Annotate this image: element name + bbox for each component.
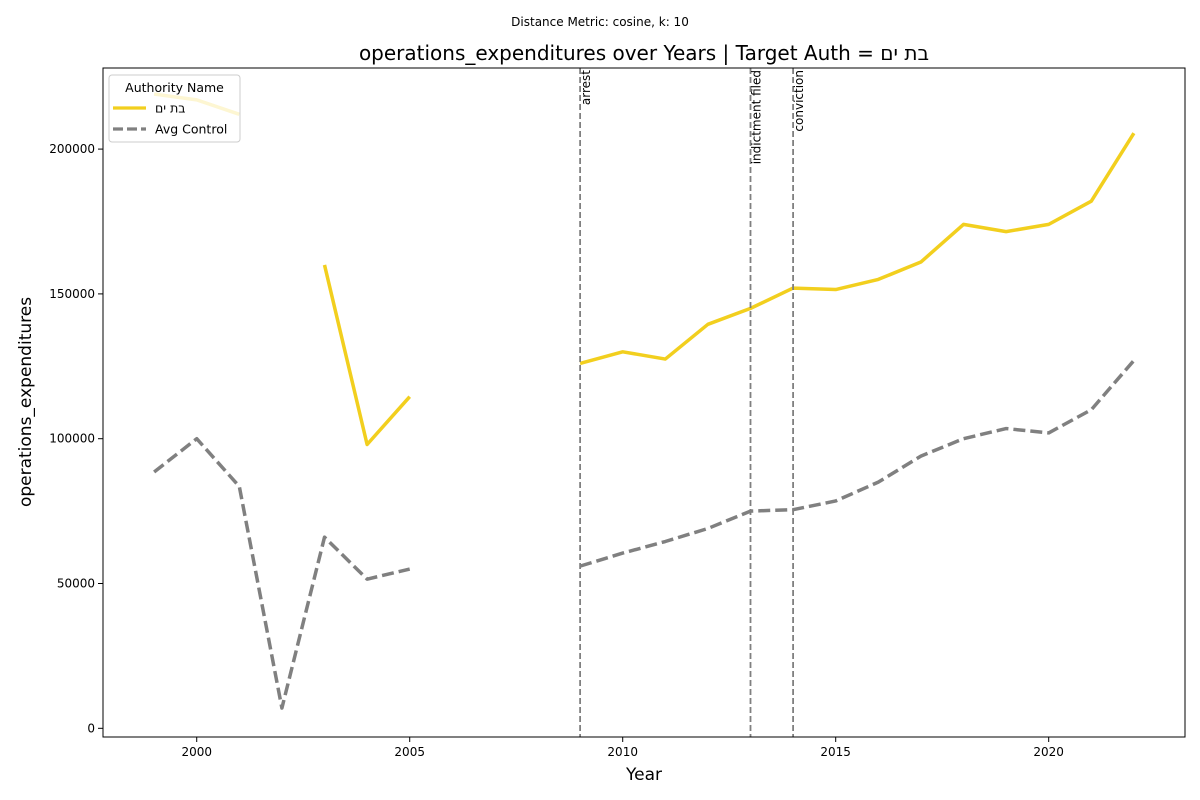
x-axis-label: Year <box>625 765 662 785</box>
event-markers: arrest indictment filed conviction <box>579 68 806 737</box>
series-line-1-segment-1 <box>579 359 1136 568</box>
series-line-0-segment-2 <box>579 132 1136 366</box>
x-tick-label-4: 2020 <box>1033 745 1064 759</box>
y-tick-label-1: 50000 <box>57 577 95 591</box>
x-tick-label-3: 2015 <box>820 745 851 759</box>
y-tick-label-0: 0 <box>87 721 95 735</box>
event-label-0: arrest <box>579 70 593 105</box>
legend-entry-target: בת ים <box>155 101 186 116</box>
series-layer <box>153 92 1136 710</box>
legend-box <box>108 74 241 143</box>
legend-title: Authority Name <box>125 80 224 95</box>
y-axis: 0 50000 100000 150000 200000 <box>49 142 103 735</box>
chart-title: operations_expenditures over Years | Tar… <box>359 41 929 65</box>
legend: Authority Name בת ים Avg Control <box>108 74 241 143</box>
y-tick-label-3: 150000 <box>49 287 95 301</box>
x-axis: 2000 2005 2010 2015 2020 <box>181 737 1064 759</box>
legend-entry-avg-control: Avg Control <box>155 122 227 137</box>
x-tick-label-2: 2010 <box>607 745 638 759</box>
plot-area: arrest indictment filed conviction <box>102 67 1186 738</box>
y-tick-label-2: 100000 <box>49 432 95 446</box>
event-label-2: conviction <box>792 70 806 132</box>
x-tick-label-1: 2005 <box>394 745 425 759</box>
y-axis-label: operations_expenditures <box>16 297 36 507</box>
plot-frame <box>102 67 1186 738</box>
series-line-0-segment-1 <box>322 264 412 447</box>
y-tick-label-4: 200000 <box>49 142 95 156</box>
chart-suptitle: Distance Metric: cosine, k: 10 <box>511 15 689 29</box>
plot-background <box>103 68 1185 737</box>
series-line-1-segment-0 <box>153 436 411 710</box>
event-label-1: indictment filed <box>749 70 763 164</box>
x-tick-label-0: 2000 <box>181 745 212 759</box>
